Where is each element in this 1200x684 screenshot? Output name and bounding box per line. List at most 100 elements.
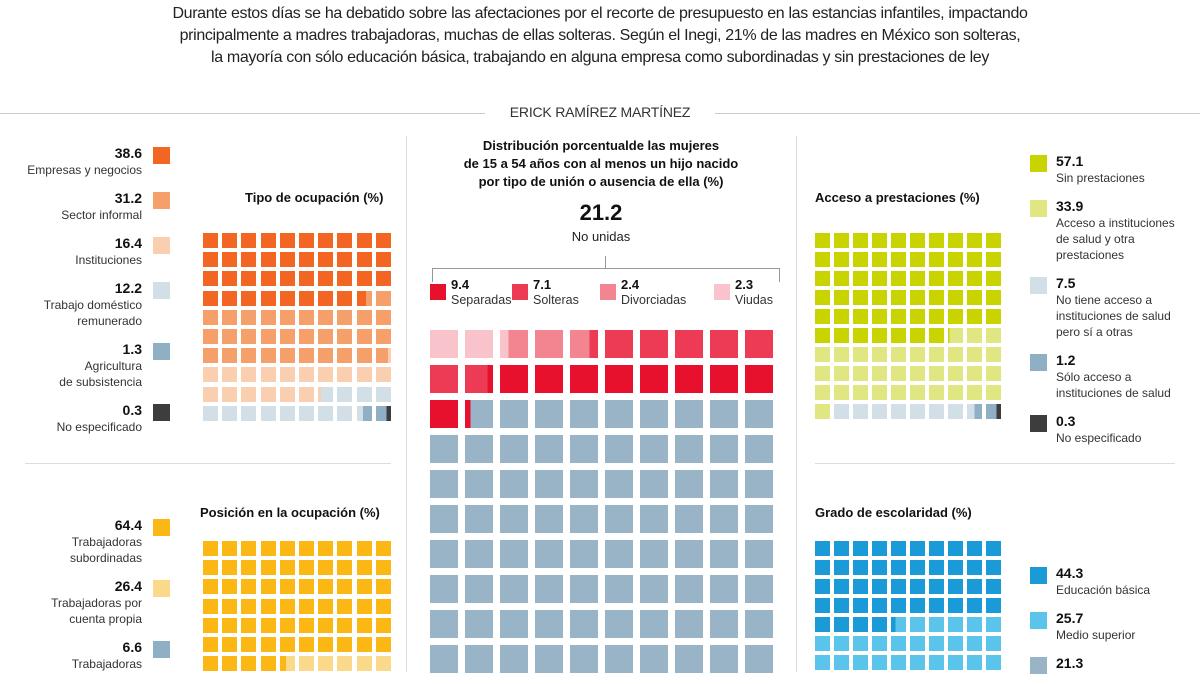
waffle-cell <box>356 579 372 595</box>
waffle-cell <box>222 386 238 402</box>
waffle-cell <box>318 579 334 595</box>
waffle-cell <box>834 579 849 594</box>
divider <box>715 113 1200 114</box>
waffle-cell <box>279 367 295 383</box>
legend-swatch <box>153 192 170 209</box>
waffle-cell <box>745 435 773 463</box>
waffle-cell <box>241 348 257 364</box>
waffle-cell <box>967 617 982 632</box>
waffle-cell <box>535 505 563 533</box>
waffle-cell <box>375 598 391 614</box>
waffle-cell <box>222 367 238 383</box>
waffle-cell <box>891 271 906 286</box>
legend-value: 1.3 <box>122 341 142 357</box>
legend-label: Agricultura de subsistencia <box>59 359 142 389</box>
waffle-cell <box>356 328 372 344</box>
waffle-cell <box>834 636 849 651</box>
waffle-cell <box>872 328 887 343</box>
legend-value: 21.3 <box>1056 655 1084 671</box>
legend-label: Separadas <box>451 293 512 307</box>
waffle-cell <box>815 598 830 613</box>
waffle-cell <box>815 328 830 343</box>
waffle-cell <box>986 366 1001 381</box>
waffle-cell <box>241 290 257 306</box>
waffle-cell <box>203 309 218 325</box>
waffle-cell <box>986 655 1001 670</box>
waffle-cell <box>356 309 372 325</box>
waffle-cell <box>605 365 633 393</box>
waffle-cell <box>605 610 633 638</box>
waffle-cell <box>967 252 982 267</box>
waffle-cell <box>872 617 887 632</box>
waffle-cell <box>241 656 257 672</box>
legend-item: 57.1 Sin prestaciones <box>1030 153 1200 186</box>
divider <box>815 463 1175 464</box>
waffle-cell <box>675 435 703 463</box>
waffle-cell <box>356 348 372 364</box>
waffle-cell <box>815 617 830 632</box>
waffle-cell <box>375 348 391 364</box>
waffle-cell <box>815 404 830 419</box>
waffle-cell <box>298 386 314 402</box>
waffle-cell <box>834 271 849 286</box>
legend-swatch <box>1030 200 1047 217</box>
waffle-cell <box>222 290 238 306</box>
waffle-cell <box>337 617 353 633</box>
waffle-cell <box>815 655 830 670</box>
waffle-cell <box>260 656 276 672</box>
waffle-cell <box>929 404 944 419</box>
waffle-escolaridad <box>815 541 1001 670</box>
legend-label: Trabajadoras subordinadas <box>69 535 142 565</box>
waffle-cell <box>710 330 738 358</box>
waffle-cell <box>710 575 738 603</box>
waffle-cell <box>605 540 633 568</box>
waffle-cell <box>318 656 334 672</box>
legend-value: 33.9 <box>1056 198 1084 214</box>
waffle-cell <box>222 252 238 268</box>
waffle-cell <box>929 347 944 362</box>
legend-item: 21.3 <box>1030 655 1200 674</box>
waffle-cell <box>929 271 944 286</box>
chart-title-acceso: Acceso a prestaciones (%) <box>815 190 980 205</box>
legend-swatch <box>153 519 170 536</box>
waffle-cell <box>222 617 238 633</box>
waffle-cell <box>318 617 334 633</box>
waffle-cell <box>605 505 633 533</box>
waffle-cell <box>279 560 295 576</box>
legend-item: 38.6 Empresas y negocios <box>0 145 170 178</box>
waffle-cell <box>891 655 906 670</box>
waffle-cell <box>241 560 257 576</box>
waffle-cell <box>337 271 353 287</box>
waffle-cell <box>986 309 1001 324</box>
waffle-cell <box>222 271 238 287</box>
waffle-cell <box>241 328 257 344</box>
waffle-cell <box>430 330 458 358</box>
waffle-cell <box>640 400 668 428</box>
waffle-cell <box>356 290 372 306</box>
waffle-cell <box>910 560 925 575</box>
waffle-cell <box>853 541 868 556</box>
waffle-cell <box>745 645 773 673</box>
waffle-cell <box>203 598 218 614</box>
waffle-cell <box>465 540 493 568</box>
waffle-cell <box>640 330 668 358</box>
legend-label: Trabajadoras <box>71 657 142 671</box>
legend-value: 38.6 <box>114 145 142 161</box>
waffle-cell <box>279 386 295 402</box>
waffle-cell <box>465 330 493 358</box>
waffle-cell <box>675 610 703 638</box>
waffle-cell <box>853 271 868 286</box>
legend-label: Educación básica <box>1056 583 1151 597</box>
waffle-cell <box>891 233 906 248</box>
waffle-cell <box>298 348 314 364</box>
waffle-cell <box>967 271 982 286</box>
waffle-cell <box>891 404 906 419</box>
legend-label: Trabajadoras por cuenta propia <box>51 596 142 626</box>
waffle-cell <box>834 366 849 381</box>
waffle-cell <box>318 348 334 364</box>
legend-value: 31.2 <box>114 190 142 206</box>
chart-title-union: Distribución porcentualde las mujeres de… <box>406 137 796 191</box>
waffle-cell <box>241 309 257 325</box>
waffle-cell <box>891 617 906 632</box>
waffle-cell <box>815 233 830 248</box>
